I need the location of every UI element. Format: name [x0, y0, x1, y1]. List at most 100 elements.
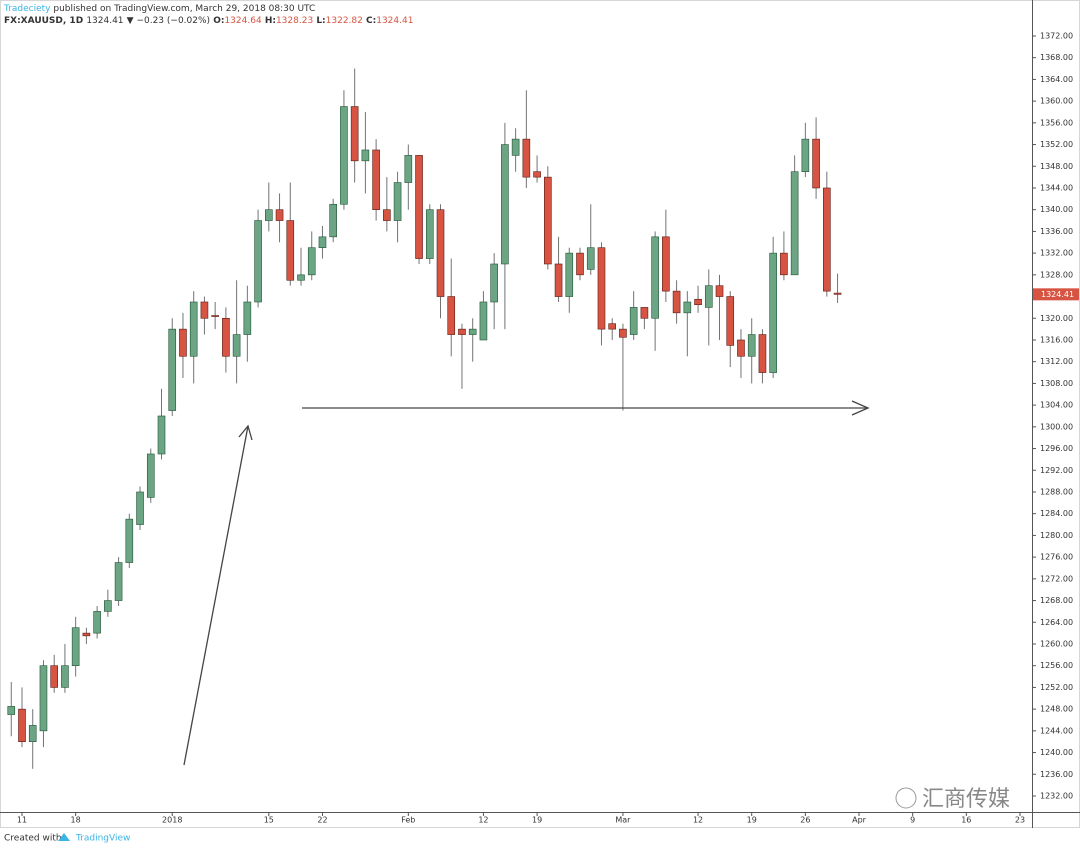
candle-body	[200, 301, 209, 319]
candle-body	[318, 236, 327, 248]
arrow-head	[238, 424, 253, 441]
candle-body	[82, 632, 91, 637]
candle-body	[211, 315, 219, 317]
y-tick-label: 1288.00	[1040, 487, 1073, 496]
candle-body	[554, 263, 563, 297]
x-tick-label: 9	[910, 816, 915, 825]
candle-body	[812, 138, 820, 189]
candle-body	[50, 665, 58, 688]
x-tick-label: 11	[17, 816, 27, 825]
candle-body	[694, 298, 702, 305]
candle-body	[361, 149, 370, 162]
candle-body	[544, 176, 552, 265]
symbol: FX:XAUUSD, 1D	[4, 16, 83, 26]
candle-body	[801, 138, 810, 172]
y-tick-label: 1296.00	[1040, 444, 1073, 453]
candle-body	[146, 453, 155, 498]
y-tick-label: 1316.00	[1040, 335, 1073, 344]
candle-body	[651, 236, 659, 319]
y-tick-label: 1300.00	[1040, 422, 1073, 431]
candle-body	[662, 236, 670, 292]
candle-body	[265, 209, 273, 221]
y-tick-label: 1256.00	[1040, 661, 1073, 670]
candle-body	[780, 252, 788, 276]
candle-body	[179, 328, 187, 357]
h-label: H:	[265, 16, 276, 26]
y-tick-label: 1312.00	[1040, 357, 1073, 366]
candle-body	[458, 328, 466, 335]
candle-body	[39, 665, 48, 732]
y-tick-label: 1264.00	[1040, 618, 1073, 627]
candle-body	[350, 106, 359, 162]
candle-body	[747, 334, 756, 357]
symbol-line: FX:XAUUSD, 1D 1324.41 ▼ −0.23 (−0.02%) O…	[4, 16, 413, 26]
candle-body	[511, 138, 520, 156]
x-tick-label: 15	[264, 816, 274, 825]
y-tick-label: 1292.00	[1040, 466, 1073, 475]
candle-body	[715, 285, 724, 297]
last-price-label: 1324.41	[1041, 290, 1074, 299]
published: published on TradingView.com, March 29, …	[53, 4, 315, 14]
candle-body	[307, 247, 316, 276]
x-tick-label: 18	[71, 816, 81, 825]
footer-created: Created with	[4, 834, 62, 844]
y-tick-label: 1372.00	[1040, 31, 1073, 40]
candle-body	[823, 187, 831, 292]
x-tick-label: Mar	[615, 816, 631, 825]
y-tick-label: 1260.00	[1040, 639, 1073, 648]
x-tick-label: 16	[961, 816, 971, 825]
candle-body	[704, 285, 713, 308]
candle-body	[383, 209, 391, 221]
tv-logo	[58, 833, 70, 841]
candle-body	[7, 706, 16, 715]
candle-body	[243, 301, 252, 335]
x-tick-label: 26	[800, 816, 810, 825]
candle-body	[404, 155, 413, 183]
y-tick-label: 1304.00	[1040, 401, 1073, 410]
o-label: O:	[213, 16, 224, 26]
footer-brand[interactable]: TradingView	[75, 834, 130, 844]
candle-body	[297, 274, 305, 281]
l-label: L:	[316, 16, 325, 26]
y-tick-label: 1268.00	[1040, 596, 1073, 605]
candle-body	[415, 155, 423, 259]
candle-body	[672, 290, 681, 314]
candle-body	[340, 106, 348, 205]
candle-body	[329, 203, 337, 238]
candle-body	[372, 149, 380, 210]
candle-body	[168, 328, 177, 411]
y-tick-label: 1332.00	[1040, 249, 1073, 258]
y-tick-label: 1364.00	[1040, 75, 1073, 84]
h-value: 1328.23	[276, 16, 313, 26]
candle-body	[533, 171, 541, 178]
y-tick-label: 1356.00	[1040, 118, 1073, 127]
candle-body	[629, 307, 638, 335]
watermark: 汇商传媒	[922, 787, 1010, 812]
candle-body	[468, 328, 477, 335]
candle-body	[18, 708, 26, 742]
candle-body	[726, 296, 735, 346]
y-tick-label: 1236.00	[1040, 770, 1073, 779]
header-line: Tradeciety published on TradingView.com,…	[3, 4, 315, 14]
candle-body	[758, 334, 767, 373]
candle-body	[104, 600, 112, 612]
candle-body	[61, 665, 69, 688]
candle-body	[619, 328, 627, 338]
candle-body	[479, 301, 488, 341]
author: Tradeciety	[3, 4, 51, 14]
x-tick-label: 2018	[162, 816, 182, 825]
candle-body	[597, 247, 606, 330]
y-tick-label: 1352.00	[1040, 140, 1073, 149]
candle-body	[189, 301, 198, 357]
x-tick-label: 23	[1015, 816, 1025, 825]
candle-body	[790, 171, 799, 276]
candle-body	[683, 301, 692, 314]
candle-body	[136, 491, 144, 525]
y-tick-label: 1248.00	[1040, 705, 1073, 714]
y-tick-label: 1284.00	[1040, 509, 1073, 518]
x-tick-label: 19	[747, 816, 757, 825]
candle-body	[565, 252, 574, 297]
y-tick-label: 1280.00	[1040, 531, 1073, 540]
y-tick-label: 1340.00	[1040, 205, 1073, 214]
